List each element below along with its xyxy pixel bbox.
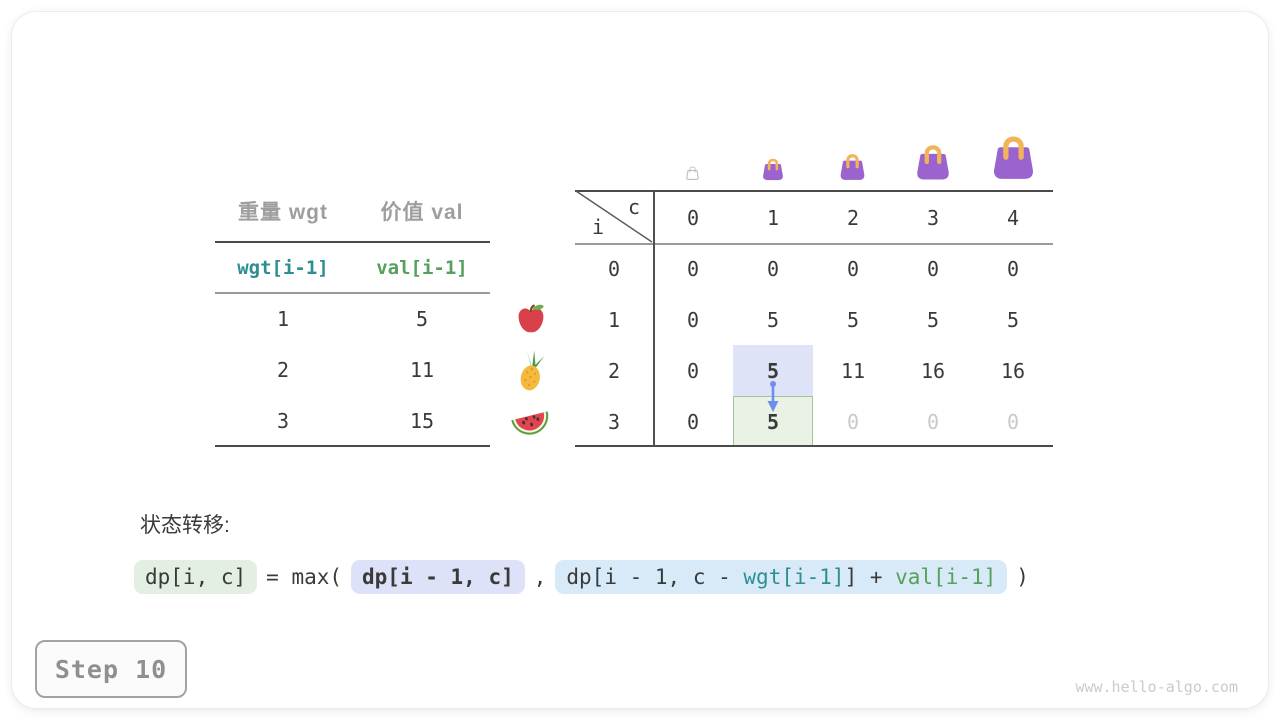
item-value-1: 5 bbox=[415, 307, 429, 331]
item-weight-3: 3 bbox=[276, 409, 290, 433]
bag-icon-capacity-4 bbox=[990, 131, 1037, 181]
dp-cell-2-0: 0 bbox=[686, 358, 700, 383]
dp-cell-1-0: 0 bbox=[686, 307, 700, 332]
item-table-rule-top bbox=[215, 241, 490, 243]
dp-cell-0-0: 0 bbox=[686, 256, 700, 281]
item-table-var-wgt: wgt[i-1] bbox=[237, 257, 329, 279]
bag-empty-icon bbox=[686, 166, 699, 180]
dp-rule-header bbox=[575, 243, 1053, 245]
item-value-3: 15 bbox=[409, 409, 435, 433]
dp-cell-0-3: 0 bbox=[926, 256, 940, 281]
formula-arg2-val: val[i-1] bbox=[895, 565, 997, 589]
watermark: www.hello-algo.com bbox=[1075, 678, 1238, 696]
dp-col-header-0: 0 bbox=[686, 205, 700, 230]
bag-icon-capacity-1 bbox=[763, 158, 783, 181]
formula-arg1: dp[i - 1, c] bbox=[351, 560, 525, 594]
item-table-header-value: 价值 val bbox=[380, 201, 464, 224]
dp-cell-3-3: 0 bbox=[926, 409, 940, 434]
formula-arg2-pre: dp[i - 1, c - bbox=[566, 565, 744, 589]
formula-arg2-wgt: wgt[i-1] bbox=[743, 565, 845, 589]
dp-cell-2-4: 16 bbox=[1000, 358, 1026, 383]
item-table-rule-bottom bbox=[215, 445, 490, 447]
dp-cell-0-1: 0 bbox=[766, 256, 780, 281]
item-table: 重量 wgt 价值 val wgt[i-1] val[i-1] 1 5 2 11… bbox=[215, 195, 490, 447]
item-table-header-weight: 重量 wgt bbox=[238, 201, 328, 224]
formula-close-paren: ) bbox=[1016, 565, 1029, 589]
dp-col-header-4: 4 bbox=[1006, 205, 1020, 230]
dp-table: c i 0 1 2 3 4 0 1 2 3 0 0 0 0 0 0 5 5 5 … bbox=[575, 190, 1053, 447]
dp-cell-1-3: 5 bbox=[926, 307, 940, 332]
item-weight-2: 2 bbox=[276, 358, 290, 382]
dp-col-header-1: 1 bbox=[766, 205, 780, 230]
bag-icon-capacity-3 bbox=[914, 141, 952, 181]
transfer-arrow-icon bbox=[767, 381, 779, 412]
state-transition-label: 状态转移: bbox=[140, 514, 230, 537]
dp-rule-bottom bbox=[575, 445, 1053, 447]
apple-icon bbox=[518, 304, 544, 333]
item-table-var-val: val[i-1] bbox=[376, 257, 468, 279]
dp-cell-2-3: 16 bbox=[920, 358, 946, 383]
dp-corner-label-i: i bbox=[591, 215, 605, 239]
dp-cell-3-0: 0 bbox=[686, 409, 700, 434]
dp-cell-3-2: 0 bbox=[846, 409, 860, 434]
dp-corner-label-c: c bbox=[627, 195, 641, 219]
dp-cell-1-1: 5 bbox=[766, 307, 780, 332]
dp-col-header-2: 2 bbox=[846, 205, 860, 230]
dp-rule-vertical bbox=[653, 190, 655, 447]
dp-cell-3-1: 5 bbox=[766, 409, 780, 434]
item-value-2: 11 bbox=[409, 358, 435, 382]
dp-cell-1-4: 5 bbox=[1006, 307, 1020, 332]
dp-cell-2-2: 11 bbox=[840, 358, 866, 383]
formula-arg2-mid: ] + bbox=[844, 565, 896, 589]
item-table-rule-mid bbox=[215, 292, 490, 294]
formula-lhs: dp[i, c] bbox=[134, 560, 258, 594]
dp-cell-2-1: 5 bbox=[766, 358, 780, 383]
item-weight-1: 1 bbox=[276, 307, 290, 331]
dp-row-header-0: 0 bbox=[607, 256, 621, 281]
watermelon-icon bbox=[511, 411, 549, 435]
formula-comma: , bbox=[533, 565, 547, 589]
dp-row-header-2: 2 bbox=[607, 358, 621, 383]
dp-corner-diagonal bbox=[575, 190, 653, 243]
state-transition-formula: dp[i, c] = max( dp[i - 1, c] , dp[i - 1,… bbox=[134, 560, 1029, 594]
dp-cell-0-2: 0 bbox=[846, 256, 860, 281]
dp-cell-3-4: 0 bbox=[1006, 409, 1020, 434]
dp-row-header-1: 1 bbox=[607, 307, 621, 332]
bag-icon-capacity-2 bbox=[840, 153, 865, 180]
dp-cell-0-4: 0 bbox=[1006, 256, 1020, 281]
formula-arg2: dp[i - 1, c - wgt[i-1]] + val[i-1] bbox=[555, 560, 1008, 594]
pineapple-icon bbox=[520, 350, 545, 391]
step-badge: Step 10 bbox=[35, 640, 187, 698]
dp-cell-1-2: 5 bbox=[846, 307, 860, 332]
dp-col-header-3: 3 bbox=[926, 205, 940, 230]
dp-rule-top bbox=[575, 190, 1053, 192]
dp-row-header-3: 3 bbox=[607, 409, 621, 434]
formula-eq-max: = max( bbox=[266, 565, 343, 589]
